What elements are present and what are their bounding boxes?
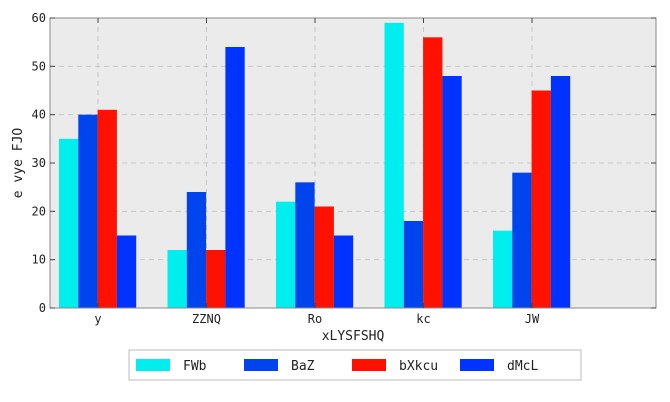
bar-BaZ-JW — [512, 172, 532, 308]
y-tick-label: 60 — [32, 11, 46, 25]
bar-dMcL-JW — [550, 76, 571, 308]
legend-swatch-FWb — [136, 359, 170, 371]
bar-FWb-ZZNQ — [167, 250, 187, 308]
bar-bXkcu-y — [97, 109, 117, 308]
bar-dMcL-Ro — [333, 235, 354, 308]
x-tick-label: kc — [416, 312, 430, 326]
y-tick-label: 20 — [32, 204, 46, 218]
bar-dMcL-kc — [442, 76, 462, 308]
bar-bXkcu-ZZNQ — [206, 250, 226, 308]
legend-label-FWb: FWb — [183, 359, 207, 374]
legend: FWb BaZ bXkcu dMcL — [128, 349, 582, 381]
legend-swatch-bXkcu — [352, 359, 386, 371]
y-axis-label: e vye FJO — [11, 128, 26, 199]
legend-swatch-dMcL — [460, 359, 494, 371]
x-axis-label: xLYSFSHQ — [322, 329, 385, 344]
bar-bXkcu-kc — [423, 37, 443, 308]
y-tick-label: 0 — [39, 301, 46, 315]
bar-BaZ-ZZNQ — [186, 192, 207, 308]
legend-swatch-BaZ — [244, 359, 278, 371]
bar-BaZ-kc — [403, 221, 424, 308]
legend-label-dMcL: dMcL — [507, 359, 538, 374]
y-tick-label: 40 — [32, 108, 46, 122]
bar-FWb-y — [59, 138, 79, 308]
ticks-layer: 0 10 20 30 40 50 60 y ZZNQ Ro kc JW — [32, 11, 656, 326]
bar-BaZ-Ro — [295, 182, 315, 308]
bar-FWb-kc — [384, 22, 404, 308]
bar-dMcL-ZZNQ — [225, 47, 245, 308]
bar-dMcL-y — [116, 235, 137, 308]
bar-FWb-Ro — [276, 201, 296, 308]
x-tick-label: ZZNQ — [192, 312, 221, 326]
x-tick-label: y — [94, 312, 101, 326]
y-tick-label: 10 — [32, 253, 46, 267]
bar-bXkcu-JW — [531, 90, 551, 308]
y-tick-label: 30 — [32, 156, 46, 170]
x-tick-label: Ro — [308, 312, 322, 326]
bar-bXkcu-Ro — [314, 206, 334, 308]
bar-BaZ-y — [78, 114, 98, 309]
legend-label-BaZ: BaZ — [291, 359, 315, 374]
legend-label-bXkcu: bXkcu — [399, 359, 438, 374]
bar-FWb-JW — [493, 230, 513, 308]
x-tick-label: JW — [525, 312, 540, 326]
y-tick-label: 50 — [32, 59, 46, 73]
bars-layer — [59, 22, 571, 309]
